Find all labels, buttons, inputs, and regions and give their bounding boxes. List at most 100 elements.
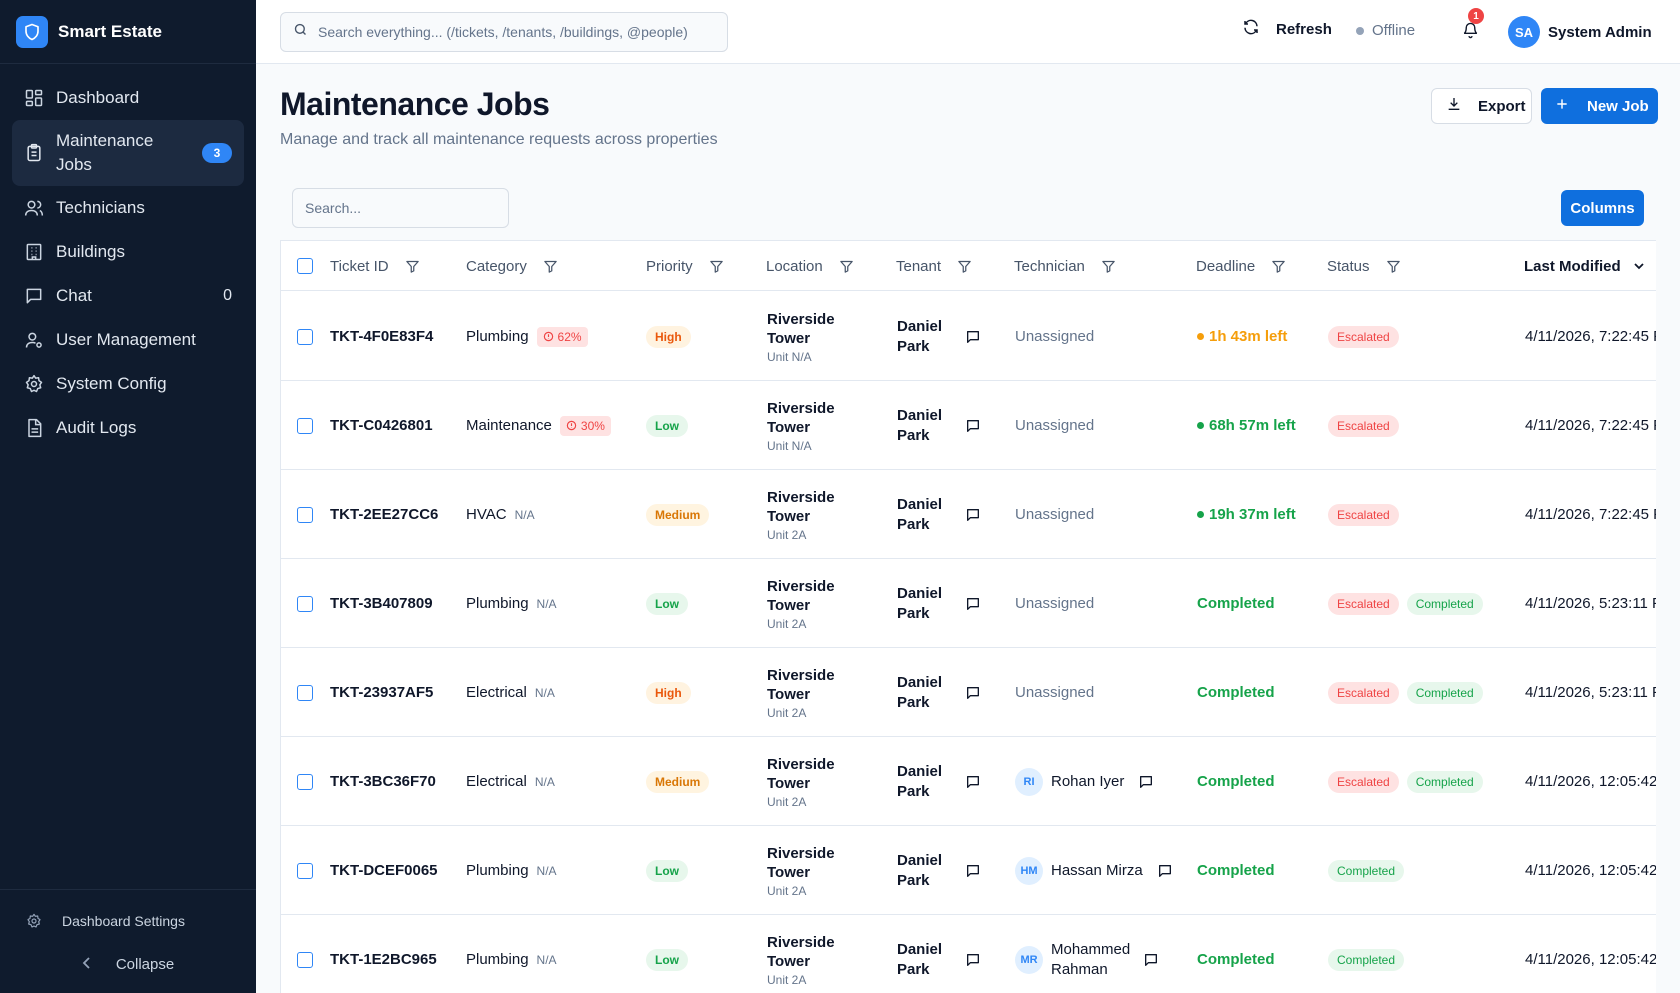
- message-tenant-icon[interactable]: [965, 507, 981, 523]
- col-last-modified[interactable]: Last Modified: [1524, 241, 1645, 291]
- col-deadline[interactable]: Deadline: [1196, 241, 1286, 291]
- col-status[interactable]: Status: [1327, 241, 1401, 291]
- technician-cell[interactable]: HM Hassan Mirza: [1015, 826, 1173, 915]
- page-title: Maintenance Jobs: [280, 86, 550, 122]
- table-search[interactable]: [292, 188, 509, 228]
- notifications-button[interactable]: [1462, 21, 1479, 45]
- table-row[interactable]: TKT-3B407809 Plumbing N/A Low Riverside Towe…: [281, 559, 1656, 648]
- filter-icon[interactable]: [709, 259, 724, 274]
- message-tenant-icon[interactable]: [965, 596, 981, 612]
- status-badge: Escalated: [1328, 592, 1399, 615]
- row-checkbox[interactable]: [297, 292, 313, 381]
- ticket-id-cell[interactable]: TKT-4F0E83F4: [330, 292, 433, 381]
- message-technician-icon[interactable]: [1138, 774, 1154, 790]
- sidebar-item-audit-logs[interactable]: Audit Logs: [12, 406, 244, 450]
- sidebar-item-user-management[interactable]: User Management: [12, 318, 244, 362]
- ticket-id-cell[interactable]: TKT-C0426801: [330, 381, 433, 470]
- table-row[interactable]: TKT-DCEF0065 Plumbing N/A Low Riverside Towe…: [281, 826, 1656, 915]
- table-row[interactable]: TKT-23937AF5 Electrical N/A High Riverside T…: [281, 648, 1656, 737]
- filter-icon[interactable]: [543, 259, 558, 274]
- technician-cell[interactable]: MR Mohammed Rahman: [1015, 915, 1159, 993]
- global-search[interactable]: [280, 12, 728, 52]
- sidebar-item-buildings[interactable]: Buildings: [12, 230, 244, 274]
- deadline-text: 19h 37m left: [1209, 506, 1296, 523]
- sidebar-item-maintenance-jobs[interactable]: Maintenance Jobs 3: [12, 120, 244, 186]
- filter-icon[interactable]: [957, 259, 972, 274]
- message-tenant-icon[interactable]: [965, 685, 981, 701]
- row-checkbox[interactable]: [297, 648, 313, 737]
- technician-cell[interactable]: RI Rohan Iyer: [1015, 737, 1154, 826]
- message-tenant-icon[interactable]: [965, 952, 981, 968]
- unit-name: Unit 2A: [767, 705, 807, 720]
- dashboard-settings-button[interactable]: Dashboard Settings: [0, 904, 256, 938]
- ticket-id-cell[interactable]: TKT-3B407809: [330, 559, 433, 648]
- columns-button[interactable]: Columns: [1561, 190, 1644, 226]
- deadline-cell: Completed: [1197, 951, 1275, 968]
- row-checkbox[interactable]: [297, 559, 313, 648]
- sidebar-item-system-config[interactable]: System Config: [12, 362, 244, 406]
- category-name: Plumbing: [466, 951, 529, 968]
- category-name: HVAC: [466, 506, 507, 523]
- users-icon: [24, 198, 44, 218]
- deadline-dot: [1197, 511, 1204, 518]
- filter-icon[interactable]: [405, 259, 420, 274]
- user-menu[interactable]: SA System Admin: [1508, 16, 1652, 48]
- ticket-id-cell[interactable]: TKT-1E2BC965: [330, 915, 437, 993]
- col-technician[interactable]: Technician: [1014, 241, 1116, 291]
- col-ticket-id[interactable]: Ticket ID: [330, 241, 420, 291]
- message-technician-icon[interactable]: [1143, 952, 1159, 968]
- message-tenant-icon[interactable]: [965, 418, 981, 434]
- refresh-button[interactable]: Refresh: [1242, 18, 1332, 40]
- category-cell: Plumbing N/A: [466, 915, 557, 993]
- filter-icon[interactable]: [1101, 259, 1116, 274]
- export-button[interactable]: Export: [1431, 88, 1532, 124]
- col-priority[interactable]: Priority: [646, 241, 724, 291]
- table-row[interactable]: TKT-3BC36F70 Electrical N/A Medium Riverside…: [281, 737, 1656, 826]
- filter-icon[interactable]: [839, 259, 854, 274]
- col-location[interactable]: Location: [766, 241, 854, 291]
- unit-name: Unit 2A: [767, 883, 807, 898]
- gear-icon: [24, 911, 44, 931]
- tenant-name: Daniel Park: [897, 406, 943, 444]
- row-checkbox[interactable]: [297, 826, 313, 915]
- column-label: Status: [1327, 257, 1370, 275]
- row-checkbox[interactable]: [297, 470, 313, 559]
- table-search-input[interactable]: [305, 200, 495, 216]
- filter-icon[interactable]: [1386, 259, 1401, 274]
- row-checkbox[interactable]: [297, 381, 313, 470]
- ticket-id-cell[interactable]: TKT-DCEF0065: [330, 826, 438, 915]
- collapse-sidebar-button[interactable]: Collapse: [0, 944, 256, 984]
- global-search-input[interactable]: [318, 24, 718, 40]
- bell-icon: [1462, 22, 1479, 44]
- table-row[interactable]: TKT-4F0E83F4 Plumbing 62% High Riverside Tow…: [281, 292, 1656, 381]
- location-cell: Riverside Tower Unit 2A: [767, 559, 837, 648]
- ticket-id-cell[interactable]: TKT-2EE27CC6: [330, 470, 438, 559]
- status-badge: Escalated: [1328, 770, 1399, 793]
- sidebar-item-dashboard[interactable]: Dashboard: [12, 76, 244, 120]
- brand[interactable]: Smart Estate: [0, 0, 256, 64]
- new-job-button[interactable]: New Job: [1541, 88, 1658, 124]
- sidebar-item-chat[interactable]: Chat 0: [12, 274, 244, 318]
- message-tenant-icon[interactable]: [965, 329, 981, 345]
- ticket-id: TKT-23937AF5: [330, 683, 434, 701]
- ticket-id: TKT-3BC36F70: [330, 772, 436, 790]
- tenant-cell: Daniel Park: [897, 292, 981, 381]
- message-technician-icon[interactable]: [1157, 863, 1173, 879]
- filter-icon[interactable]: [1271, 259, 1286, 274]
- sidebar-item-technicians[interactable]: Technicians: [12, 186, 244, 230]
- table-row[interactable]: TKT-1E2BC965 Plumbing N/A Low Riverside Towe…: [281, 915, 1656, 993]
- col-tenant[interactable]: Tenant: [896, 241, 972, 291]
- table-row[interactable]: TKT-2EE27CC6 HVAC N/A Medium Riverside Tower…: [281, 470, 1656, 559]
- message-tenant-icon[interactable]: [965, 863, 981, 879]
- col-category[interactable]: Category: [466, 241, 558, 291]
- select-all-checkbox[interactable]: [297, 241, 313, 291]
- last-modified-cell: 4/11/2026, 5:23:11 PM: [1525, 684, 1656, 701]
- row-checkbox[interactable]: [297, 737, 313, 826]
- chevron-left-icon: [82, 956, 92, 973]
- row-checkbox[interactable]: [297, 915, 313, 993]
- table-row[interactable]: TKT-C0426801 Maintenance 30% Low Riverside T…: [281, 381, 1656, 470]
- ticket-id-cell[interactable]: TKT-23937AF5: [330, 648, 433, 737]
- ticket-id-cell[interactable]: TKT-3BC36F70: [330, 737, 436, 826]
- message-tenant-icon[interactable]: [965, 774, 981, 790]
- chevron-down-icon[interactable]: [1633, 260, 1645, 272]
